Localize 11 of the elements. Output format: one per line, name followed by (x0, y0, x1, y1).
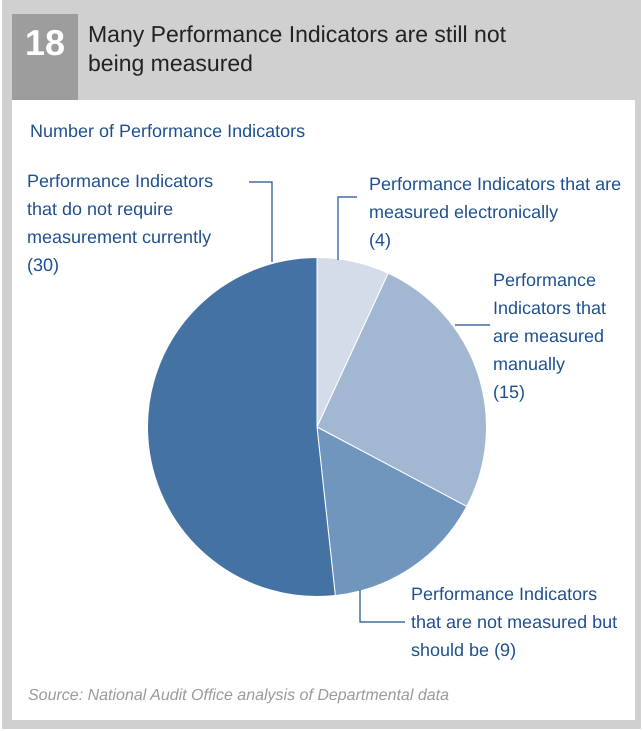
chart-title: Many Performance Indicators are still not being measured (88, 20, 508, 78)
slice-label: Performance Indicators that are measured electronically (369, 174, 622, 222)
data-label: (15) (493, 382, 526, 402)
slice-label: Performance Indicators that do not require measurement currently (27, 171, 214, 247)
source-note: Source: National Audit Office analysis of Departmental data (28, 687, 449, 705)
slice-label: Performance Indicators that are measured manually (493, 270, 606, 374)
text: 18 (12, 14, 78, 100)
chart-subtitle: Number of Performance Indicators (30, 121, 306, 142)
data-label: (4) (369, 230, 391, 250)
slice-label: Performance Indicators that are not measured but should be (9) (411, 584, 618, 660)
data-label: (30) (27, 255, 60, 275)
